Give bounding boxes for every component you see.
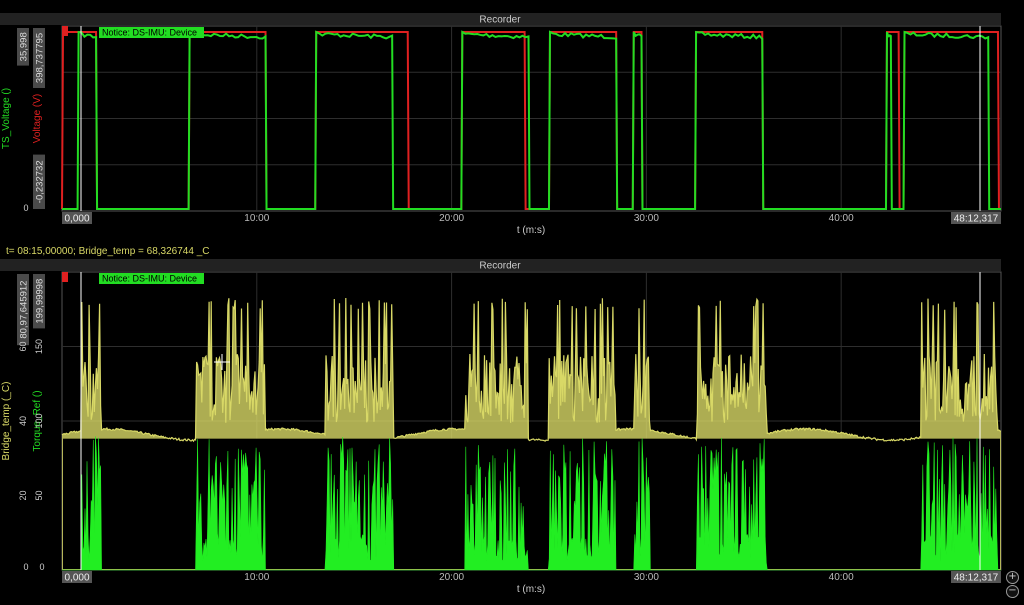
x-tick-label: 10:00 <box>244 213 269 224</box>
time-end-label: 48:12,317 <box>954 214 999 225</box>
x-tick-label: 10:00 <box>244 572 269 583</box>
x-axis-label: t (m:s) <box>517 225 545 236</box>
y-axis-name-right: Voltage (V) <box>32 94 43 143</box>
zoom-in-icon[interactable]: + <box>1006 571 1019 584</box>
time-start-label: 0,000 <box>64 214 89 225</box>
channel-marker-red <box>62 26 68 36</box>
y-left-top-label: 80,97,645912 <box>19 281 30 339</box>
y-axis-name-left: Bridge_temp (_C) <box>1 382 12 461</box>
x-tick-label: 30:00 <box>634 213 659 224</box>
chart-panel-2: Recorder 10:00 20:00 30:00 40:00 Bridge_temp … <box>0 259 1002 595</box>
notice-box <box>99 273 204 284</box>
channel-marker-red <box>62 272 68 282</box>
y-right-top-label: 398,737795 <box>35 33 46 83</box>
x-tick-label: 30:00 <box>634 572 659 583</box>
y-right-tick-label: 50 <box>34 490 44 500</box>
time-end-box <box>951 571 1001 583</box>
notice-label: Notice: DS-IMU: Device <box>102 28 197 38</box>
x-tick-label: 40:00 <box>829 213 854 224</box>
y-left-top-label-box <box>17 274 29 346</box>
y-right-bottom-label: 0 <box>39 562 44 572</box>
series-ts-voltage-line <box>62 30 1001 210</box>
y-right-tick-label: 150 <box>34 339 44 354</box>
series-torque-ref-area <box>62 436 1001 571</box>
x-tick-label: 20:00 <box>439 572 464 583</box>
x-tick-label: 40:00 <box>829 572 854 583</box>
chart-title: Recorder <box>479 261 521 272</box>
y-left-top-label-box <box>17 28 29 66</box>
y-left-bottom-label: 0 <box>23 562 28 572</box>
y-left-tick-label: 20 <box>18 490 28 500</box>
y-axis-name-right: Torque_Ref () <box>32 390 43 451</box>
y-right-bottom-label-box <box>33 154 45 209</box>
y-right-top-label: 199,99998 <box>35 279 46 324</box>
time-start-label: 0,000 <box>64 573 89 584</box>
y-left-tick-label: 40 <box>18 416 28 426</box>
y-left-top-label: 35,998 <box>19 32 30 61</box>
chart-title-bar <box>0 13 1001 25</box>
x-tick-label: 20:00 <box>439 213 464 224</box>
y-right-top-label-box <box>33 28 45 88</box>
series-bridge-temp-line <box>61 297 1002 443</box>
time-end-box <box>951 212 1001 224</box>
chart-title-bar <box>0 259 1001 271</box>
chart-title: Recorder <box>479 15 521 26</box>
y-right-bottom-label: -0,232732 <box>35 160 46 203</box>
chart-panel-1: Recorder 10:00 20:00 30:00 40:00 TS_Voltage (… <box>0 13 1002 236</box>
notice-box <box>99 27 204 38</box>
y-left-tick-label: 60 <box>18 341 28 351</box>
y-right-top-label-box <box>33 274 45 329</box>
time-end-label: 48:12,317 <box>954 573 999 584</box>
notice-label: Notice: DS-IMU: Device <box>102 274 197 284</box>
y-axis-name-left: TS_Voltage () <box>1 88 12 149</box>
y-left-bottom-label: 0 <box>23 203 28 213</box>
x-axis-label: t (m:s) <box>517 584 545 595</box>
time-start-box <box>62 212 92 224</box>
time-start-box <box>62 571 92 583</box>
zoom-out-icon[interactable]: − <box>1006 585 1019 598</box>
cursor-readout: t= 08:15,00000; Bridge_temp = 68,326744 … <box>6 246 210 257</box>
y-right-tick-label: 100 <box>34 413 44 428</box>
